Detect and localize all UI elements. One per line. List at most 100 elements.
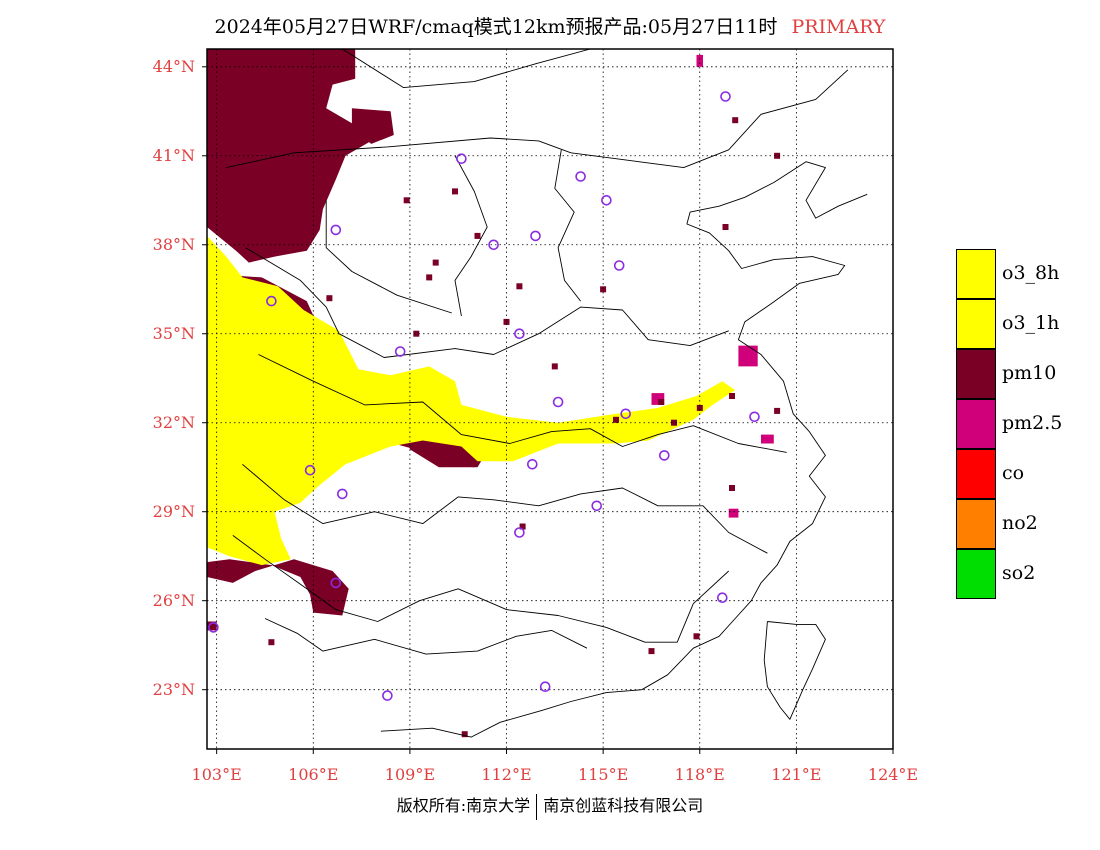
pm10-speck: [774, 152, 781, 159]
pm10-specks: [268, 117, 781, 738]
station-marker: [394, 346, 406, 357]
pm10-region: [351, 108, 394, 144]
legend-label: pm10: [1002, 362, 1057, 384]
lon-tick-label: 124°E: [867, 765, 919, 784]
legend-label: co: [1002, 462, 1025, 484]
footer-left: 版权所有:南京大学: [396, 796, 531, 815]
pm10-speck: [722, 224, 729, 230]
legend-swatch: [956, 299, 996, 349]
station-marker: [526, 458, 538, 470]
pm10-speck: [600, 286, 607, 293]
boundary-line: [264, 618, 588, 655]
lon-tick-label: 115°E: [578, 765, 629, 784]
pm10-speck: [432, 259, 439, 266]
boundary-line: [454, 155, 488, 316]
lat-tick-label: 23°N: [152, 679, 195, 699]
station-marker: [330, 577, 342, 589]
station-marker: [382, 690, 393, 701]
legend-label: no2: [1002, 512, 1038, 534]
pm10-speck: [413, 330, 420, 337]
boundary-line: [245, 247, 729, 358]
legend-label: pm2.5: [1002, 412, 1063, 434]
title-main: 2024年05月27日WRF/cmaq模式12km预报产品:05月27日11时: [214, 16, 778, 38]
map-frame: [206, 48, 894, 750]
legend-label: so2: [1002, 562, 1036, 584]
station-marker: [456, 153, 467, 164]
lon-tick-label: 103°E: [191, 765, 242, 784]
title-tag: PRIMARY: [791, 16, 886, 38]
boundary-line: [342, 49, 591, 89]
station-marker: [514, 527, 525, 538]
boundary-line: [226, 69, 849, 169]
pm25-region: [728, 508, 739, 518]
pm10-speck: [729, 393, 735, 399]
station-marker: [575, 171, 586, 182]
pm10-speck: [461, 731, 468, 738]
lon-tick-label: 118°E: [674, 765, 725, 784]
station-marker: [601, 195, 612, 206]
station-marker: [336, 488, 348, 500]
pm10-speck: [693, 633, 700, 640]
boundary-line: [380, 161, 868, 738]
pm10-speck: [519, 523, 526, 530]
lat-tick-label: 38°N: [152, 234, 195, 254]
pm25-region: [761, 434, 774, 444]
station-marker: [620, 408, 632, 420]
station-marker: [720, 91, 731, 102]
lon-tick-label: 121°E: [771, 765, 822, 784]
station-marker: [304, 464, 316, 476]
station-marker: [613, 260, 625, 271]
boundaries: [226, 49, 868, 738]
pm10-region: [207, 559, 349, 616]
station-marker: [749, 411, 760, 423]
boundary-line: [325, 200, 452, 314]
pm25-region: [696, 54, 703, 67]
station-marker: [658, 450, 670, 461]
pm10-speck: [503, 318, 510, 325]
lon-tick-label: 109°E: [384, 765, 435, 784]
boundary-line: [763, 621, 826, 720]
lat-tick-label: 32°N: [152, 412, 195, 432]
graticule: [207, 49, 893, 749]
boundary-line: [232, 535, 730, 643]
station-marker: [552, 396, 564, 408]
legend-swatch: [956, 249, 996, 299]
pm10-speck: [516, 283, 523, 290]
station-marker: [514, 328, 525, 340]
legend-label: o3_1h: [1002, 312, 1060, 334]
monitoring-stations: [208, 91, 760, 701]
page-title: 2024年05月27日WRF/cmaq模式12km预报产品:05月27日11时 P…: [0, 12, 1100, 39]
lat-tick-label: 35°N: [152, 323, 195, 343]
legend-swatch: [956, 399, 996, 449]
o3-layer: [207, 235, 736, 566]
footer-right: 南京创蓝科技有限公司: [543, 796, 704, 815]
pm10-speck: [426, 274, 433, 281]
pm10-speck: [648, 648, 655, 655]
pm10-speck: [696, 404, 703, 411]
pm10-speck: [403, 197, 410, 204]
legend-swatch: [956, 499, 996, 549]
pm10-speck: [729, 485, 735, 491]
lat-tick-label: 29°N: [152, 501, 195, 521]
lat-tick-label: 26°N: [152, 590, 195, 610]
legend-swatch: [956, 349, 996, 399]
pm10-speck: [613, 416, 619, 423]
station-marker: [330, 224, 342, 236]
pm10-speck: [452, 188, 458, 195]
station-marker: [208, 622, 219, 633]
lat-tick-label: 41°N: [152, 145, 195, 165]
pm10-speck: [551, 363, 558, 370]
station-marker: [266, 295, 277, 307]
boundary-line: [554, 149, 581, 302]
pm10-speck: [774, 407, 781, 414]
o3-region: [207, 235, 736, 566]
station-marker: [716, 592, 728, 604]
station-marker: [539, 681, 551, 693]
station-marker: [591, 500, 603, 512]
station-marker: [530, 230, 541, 242]
pm10-speck: [671, 419, 677, 426]
legend-label: o3_8h: [1002, 262, 1060, 284]
pm10-speck: [658, 399, 665, 405]
copyright-footer: 版权所有:南京大学 南京创蓝科技有限公司: [0, 792, 1100, 820]
